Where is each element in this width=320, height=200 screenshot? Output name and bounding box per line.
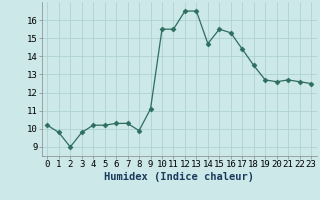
X-axis label: Humidex (Indice chaleur): Humidex (Indice chaleur) — [104, 172, 254, 182]
